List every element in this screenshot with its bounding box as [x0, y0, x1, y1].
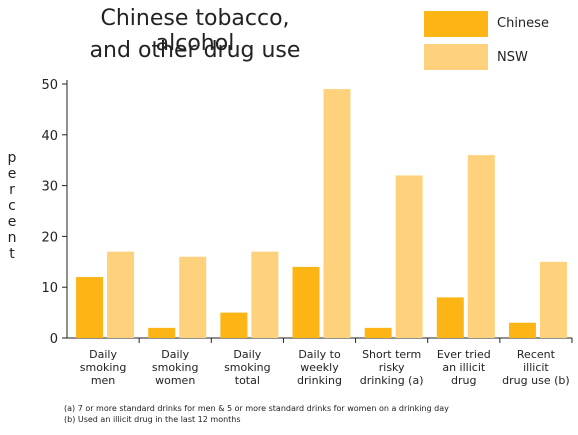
y-axis-label-letter: e [7, 214, 17, 230]
bar-chinese-0 [76, 277, 104, 338]
x-tick-label: Recent illicit drug use (b) [502, 348, 570, 387]
bar-nsw-1 [179, 256, 207, 338]
bar-nsw-3 [323, 89, 351, 338]
footnote-b: (b) Used an illicit drug in the last 12 … [64, 415, 241, 424]
y-tick-label: 30 [41, 180, 58, 195]
legend-swatch-nsw [424, 44, 488, 70]
y-axis-label-letter: e [7, 166, 17, 182]
chart-title-line-2: and other drug use [89, 38, 301, 63]
bar-chinese-6 [508, 322, 536, 338]
y-axis-label-letter: c [8, 198, 16, 214]
footnote-a: (a) 7 or more standard drinks for men & … [64, 404, 449, 413]
bar-nsw-2 [251, 251, 279, 338]
x-tick-label: Ever tried an illicit drug [437, 348, 491, 387]
bar-chinese-5 [436, 297, 464, 338]
y-axis-label-letter: p [7, 150, 17, 166]
bar-nsw-6 [539, 261, 567, 338]
x-tick-label: Daily to weekly drinking [297, 348, 342, 387]
bar-chinese-4 [364, 327, 392, 338]
y-axis-label-letter: t [9, 246, 15, 262]
x-tick-label: Daily smoking men [80, 348, 127, 387]
legend-swatch-chinese [424, 11, 488, 37]
y-tick-label: 10 [41, 281, 58, 296]
bar-chinese-1 [148, 327, 176, 338]
y-tick-label: 50 [41, 78, 58, 93]
legend-label-nsw: NSW [497, 50, 528, 65]
x-tick-label: Short term risky drinking (a) [360, 348, 424, 387]
bar-nsw-0 [107, 251, 135, 338]
y-tick-label: 40 [41, 129, 58, 144]
y-tick-label: 0 [50, 332, 58, 347]
y-tick-label: 20 [41, 230, 58, 245]
y-axis-label-letter: n [7, 230, 17, 246]
bar-chinese-3 [292, 266, 320, 338]
x-tick-label: Daily smoking total [224, 348, 271, 387]
x-tick-label: Daily smoking women [152, 348, 199, 387]
bar-chinese-2 [220, 312, 248, 338]
y-axis-label-letter: r [9, 182, 15, 198]
chart-title-line-1: Chinese tobacco, alcohol [100, 6, 290, 56]
legend-label-chinese: Chinese [497, 16, 549, 31]
bar-nsw-5 [467, 155, 495, 338]
bar-nsw-4 [395, 175, 423, 338]
